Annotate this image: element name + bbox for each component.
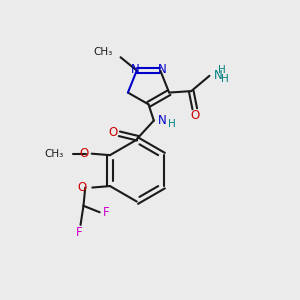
Text: CH₃: CH₃	[44, 149, 64, 159]
Text: N: N	[214, 69, 223, 82]
Text: O: O	[108, 126, 118, 139]
Text: N: N	[158, 114, 167, 127]
Text: F: F	[103, 206, 110, 219]
Text: H: H	[221, 74, 229, 84]
Text: N: N	[131, 62, 140, 76]
Text: F: F	[76, 226, 82, 239]
Text: O: O	[79, 147, 88, 160]
Text: CH₃: CH₃	[93, 47, 112, 57]
Text: H: H	[168, 119, 176, 129]
Text: O: O	[190, 109, 200, 122]
Text: O: O	[78, 181, 87, 194]
Text: H: H	[218, 65, 226, 76]
Text: N: N	[158, 62, 166, 76]
